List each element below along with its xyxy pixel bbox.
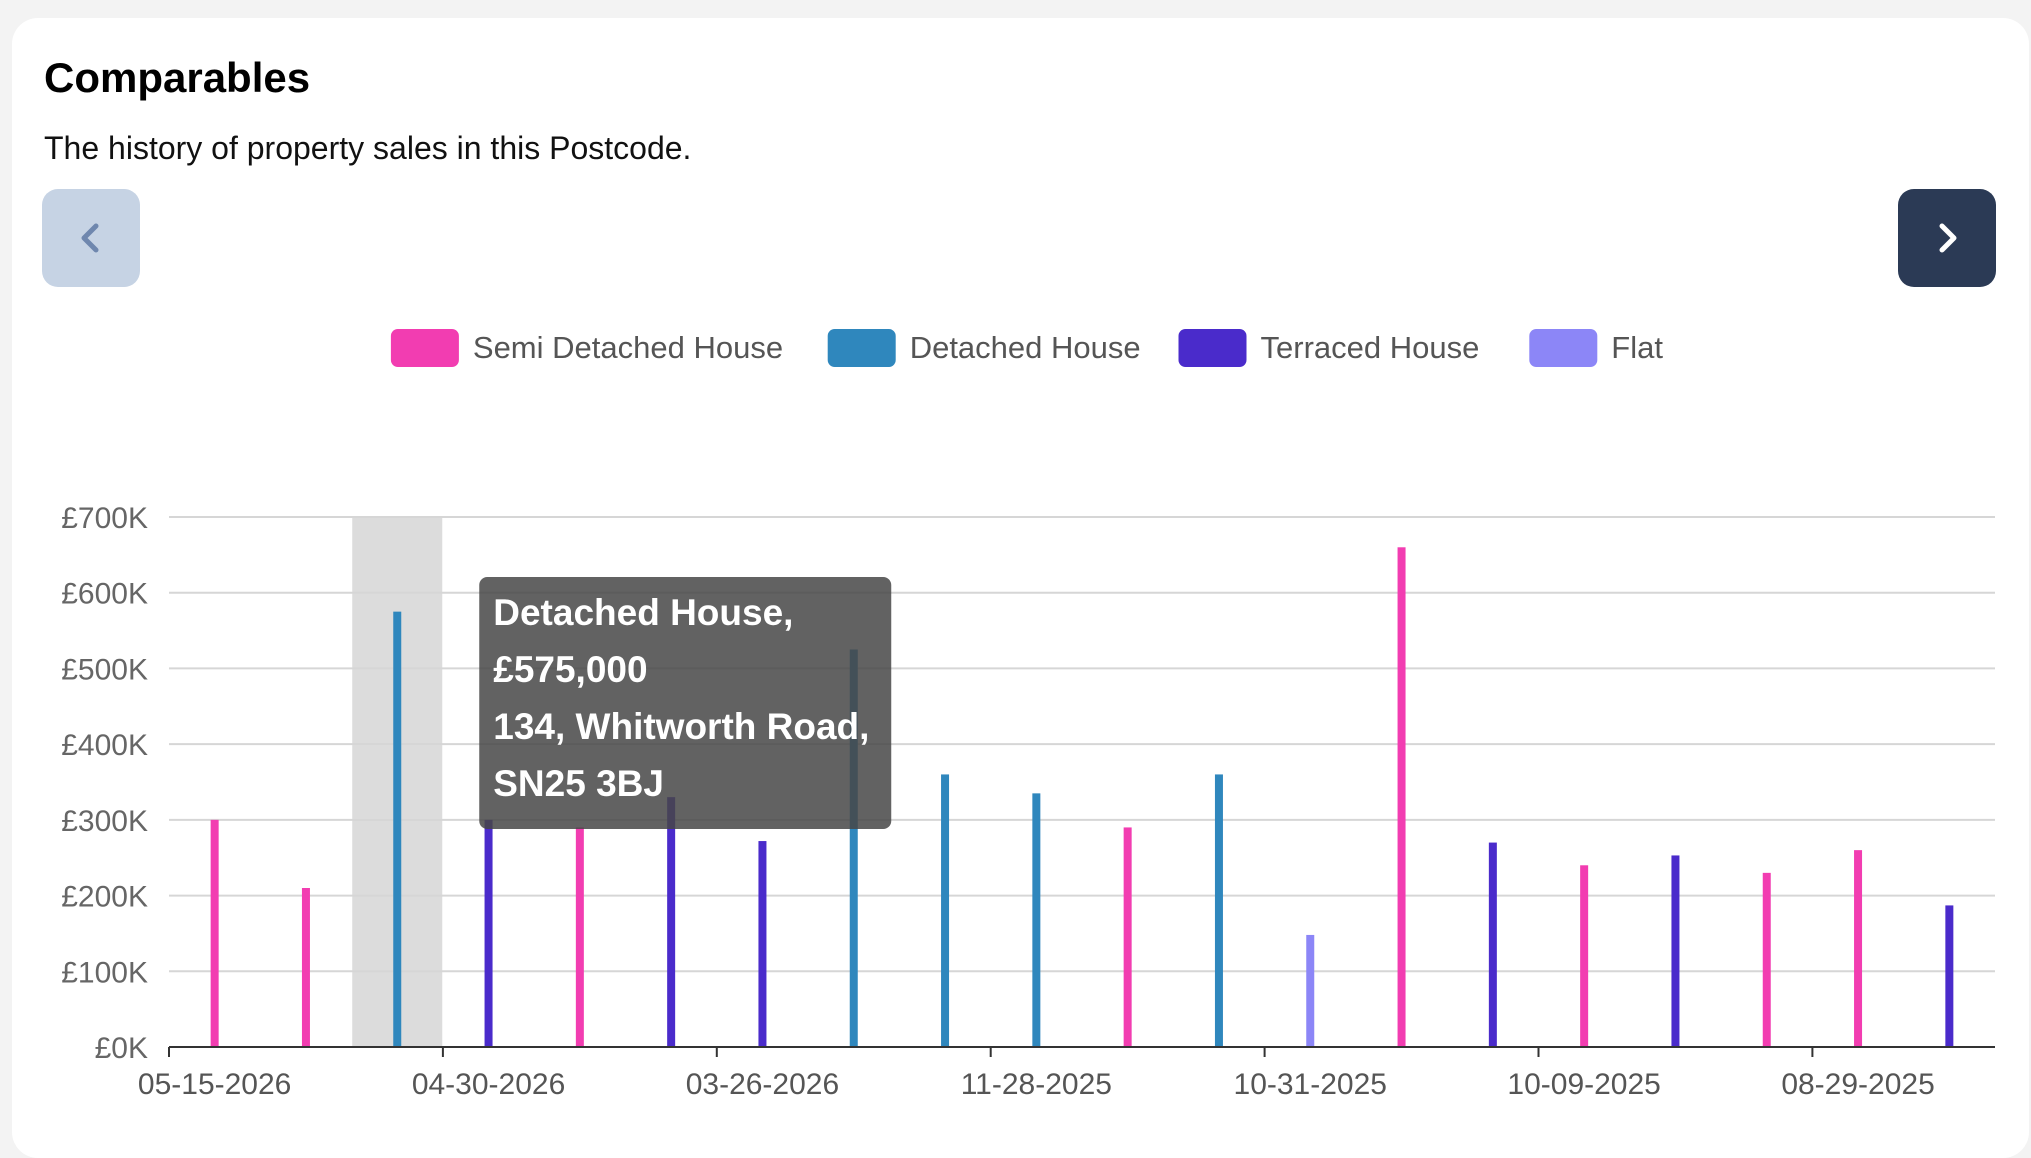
page-subtitle: The history of property sales in this Po… <box>44 130 692 166</box>
y-tick-label: £300K <box>61 805 148 838</box>
x-tick-label: 10-09-2025 <box>1507 1068 1660 1101</box>
x-tick-label: 04-30-2026 <box>412 1068 565 1101</box>
bar[interactable] <box>1032 793 1041 1047</box>
bar[interactable] <box>1671 855 1680 1047</box>
y-tick-label: £100K <box>61 956 148 989</box>
chevron-left-icon <box>81 223 99 253</box>
legend-swatch-flat <box>1529 329 1598 367</box>
y-tick-label: £200K <box>61 881 148 914</box>
chevron-right-icon <box>1939 223 1957 253</box>
tooltip-line: SN25 3BJ <box>493 763 664 804</box>
next-button[interactable] <box>1898 189 1996 287</box>
y-tick-label: £600K <box>61 578 148 611</box>
bar[interactable] <box>1488 842 1497 1047</box>
legend-label-semi-detached-house: Semi Detached House <box>473 330 783 365</box>
bar[interactable] <box>1945 905 1954 1047</box>
tooltip-line: £575,000 <box>493 649 647 690</box>
bar[interactable] <box>393 611 402 1047</box>
bar[interactable] <box>667 797 676 1047</box>
bar[interactable] <box>484 819 493 1047</box>
tooltip-line: 134, Whitworth Road, <box>493 706 869 747</box>
prev-button[interactable] <box>42 189 140 287</box>
y-tick-label: £500K <box>61 653 148 686</box>
bar[interactable] <box>758 841 767 1047</box>
bar[interactable] <box>849 649 858 1048</box>
bar[interactable] <box>210 819 219 1047</box>
legend-swatch-semi-detached-house <box>390 329 459 367</box>
legend-label-flat: Flat <box>1611 330 1663 365</box>
legend-swatch-detached-house <box>827 329 896 367</box>
tooltip-box <box>479 577 892 829</box>
bar[interactable] <box>1854 850 1863 1047</box>
legend-label-detached-house: Detached House <box>910 330 1141 365</box>
bar[interactable] <box>575 827 584 1047</box>
bar[interactable] <box>1123 827 1132 1047</box>
x-tick-label: 08-29-2025 <box>1781 1068 1934 1101</box>
bar[interactable] <box>301 888 310 1047</box>
bar[interactable] <box>1762 872 1771 1047</box>
x-tick-label: 10-31-2025 <box>1234 1068 1387 1101</box>
bar[interactable] <box>941 774 950 1047</box>
page-title: Comparables <box>44 54 311 101</box>
x-tick-label: 05-15-2026 <box>138 1068 291 1101</box>
bar[interactable] <box>1306 934 1315 1047</box>
tooltip-line: Detached House, <box>493 592 793 633</box>
legend-label-terraced-house: Terraced House <box>1261 330 1480 365</box>
y-tick-label: £0K <box>95 1032 148 1065</box>
y-tick-label: £400K <box>61 729 148 762</box>
bar[interactable] <box>1397 547 1406 1047</box>
x-tick-label: 03-26-2026 <box>686 1068 839 1101</box>
bar[interactable] <box>1214 774 1223 1047</box>
legend-swatch-terraced-house <box>1178 329 1247 367</box>
x-tick-label: 11-28-2025 <box>961 1068 1112 1101</box>
bar[interactable] <box>1580 865 1589 1047</box>
comparables-card <box>12 18 2029 1158</box>
y-tick-label: £700K <box>61 502 148 535</box>
